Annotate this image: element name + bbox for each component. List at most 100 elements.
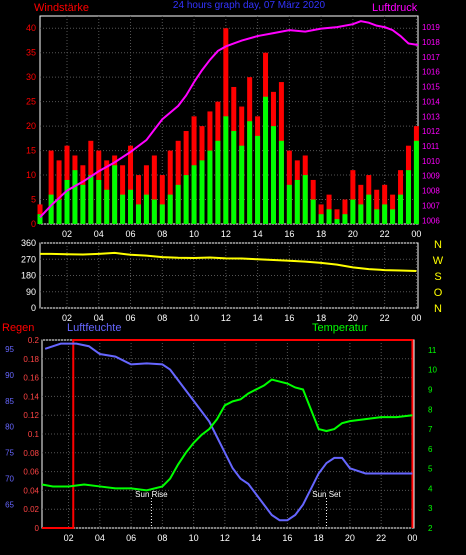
- wind-bar: [72, 170, 78, 224]
- gust-bar: [175, 140, 181, 224]
- y-humidity-tick-label: 90: [5, 371, 14, 380]
- x-tick-label: 02: [62, 229, 72, 239]
- y-tick-label: 270: [21, 254, 36, 264]
- wind-bar: [255, 135, 261, 224]
- y-temp-tick-label: 2: [428, 524, 433, 533]
- y-tick-label: 90: [26, 287, 36, 297]
- wind-bar: [151, 199, 157, 224]
- x-tick-label: 22: [376, 533, 386, 543]
- gust-bar: [128, 145, 134, 224]
- x-tick-label: 10: [189, 229, 199, 239]
- humidity-line: [44, 342, 413, 522]
- wind-bar: [167, 194, 173, 224]
- y-temp-tick-label: 3: [428, 504, 433, 513]
- wind-bar: [382, 204, 388, 224]
- y-temp-tick-label: 6: [428, 445, 433, 454]
- y-left-tick-label: 15: [26, 146, 36, 156]
- wind-bar: [175, 184, 181, 224]
- wind-bar: [398, 194, 404, 224]
- y-rain-tick-label: 0.06: [23, 468, 39, 477]
- x-tick-label: 00: [411, 313, 421, 323]
- x-tick-label: 04: [94, 313, 104, 323]
- legend-temperature: Temperatur: [312, 322, 368, 334]
- wind-bar: [247, 121, 253, 224]
- x-tick-label: 14: [253, 313, 263, 323]
- temperature-line: [41, 378, 413, 492]
- y-humidity-tick-label: 65: [5, 501, 14, 510]
- sunset-label: Sun Set: [312, 490, 341, 499]
- wind-bar: [88, 175, 94, 224]
- x-tick-label: 08: [157, 229, 167, 239]
- x-tick-label: 08: [157, 533, 167, 543]
- y-temp-tick-label: 5: [428, 465, 433, 474]
- gust-bar: [120, 165, 126, 224]
- wind-bar: [56, 199, 62, 224]
- wind-bar: [239, 145, 245, 224]
- wind-bar: [302, 175, 308, 224]
- x-tick-label: 02: [62, 313, 72, 323]
- x-tick-label: 16: [284, 313, 294, 323]
- y-right-tick-label: 1013: [422, 112, 440, 121]
- wind-bar: [199, 160, 205, 224]
- y-temp-tick-label: 4: [428, 484, 433, 493]
- y-humidity-tick-label: 95: [5, 345, 14, 354]
- wind-bar: [405, 170, 411, 224]
- x-tick-label: 20: [348, 313, 358, 323]
- x-tick-label: 06: [126, 229, 136, 239]
- y-rain-tick-label: 0: [35, 524, 40, 533]
- wind-bar: [223, 116, 229, 224]
- rain-line: [42, 339, 414, 529]
- y-left-tick-label: 10: [26, 170, 36, 180]
- pressure-line: [39, 20, 419, 218]
- wind-bar: [143, 194, 149, 224]
- sunrise-label: Sun Rise: [135, 490, 168, 499]
- compass-label: N: [434, 239, 442, 251]
- wind-bar: [159, 204, 165, 224]
- gust-bar: [135, 175, 141, 224]
- y-rain-tick-label: 0.18: [23, 355, 39, 364]
- y-right-tick-label: 1017: [422, 53, 440, 62]
- y-right-tick-label: 1016: [422, 68, 440, 77]
- y-right-tick-label: 1014: [422, 97, 440, 106]
- wind-bar: [135, 204, 141, 224]
- wind-bar: [350, 199, 356, 224]
- x-tick-label: 20: [345, 533, 355, 543]
- gust-bar: [56, 160, 62, 224]
- wind-bar: [128, 189, 134, 224]
- wind-bar: [64, 179, 70, 224]
- y-left-tick-label: 30: [26, 72, 36, 82]
- x-tick-label: 14: [251, 533, 261, 543]
- x-tick-label: 12: [221, 313, 231, 323]
- y-left-tick-label: 5: [31, 195, 36, 205]
- x-tick-label: 18: [316, 313, 326, 323]
- wind-bar: [207, 150, 213, 224]
- x-tick-label: 18: [314, 533, 324, 543]
- gust-bar: [159, 175, 165, 224]
- wind-bar: [191, 165, 197, 224]
- compass-label: S: [434, 271, 441, 283]
- wind-bar: [286, 184, 292, 224]
- x-tick-label: 20: [348, 229, 358, 239]
- wind-bar: [104, 189, 110, 224]
- y-rain-tick-label: 0.08: [23, 449, 39, 458]
- right-axis-label: Luftdruck: [372, 2, 418, 14]
- y-right-tick-label: 1008: [422, 187, 440, 196]
- y-right-tick-label: 1012: [422, 127, 440, 136]
- y-humidity-tick-label: 80: [5, 423, 14, 432]
- y-right-tick-label: 1019: [422, 23, 440, 32]
- x-tick-label: 12: [221, 229, 231, 239]
- y-temp-tick-label: 7: [428, 425, 433, 434]
- x-tick-label: 10: [189, 533, 199, 543]
- y-humidity-tick-label: 70: [5, 475, 14, 484]
- y-tick-label: 360: [21, 238, 36, 248]
- wind-bar: [112, 165, 118, 224]
- y-temp-tick-label: 9: [428, 385, 433, 394]
- wind-bar: [413, 140, 419, 224]
- y-rain-tick-label: 0.02: [23, 505, 39, 514]
- x-tick-label: 08: [157, 313, 167, 323]
- wind-bar: [294, 179, 300, 224]
- x-tick-label: 16: [282, 533, 292, 543]
- y-rain-tick-label: 0.04: [23, 486, 39, 495]
- y-right-tick-label: 1006: [422, 216, 440, 225]
